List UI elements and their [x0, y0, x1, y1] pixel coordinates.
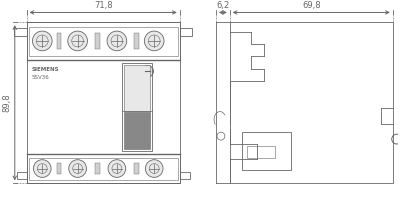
- Bar: [242, 132, 291, 169]
- Bar: [56, 163, 62, 174]
- Circle shape: [142, 65, 153, 77]
- Bar: [14, 28, 26, 36]
- Bar: [124, 112, 150, 149]
- Bar: [230, 22, 393, 183]
- Bar: [26, 154, 180, 183]
- Bar: [180, 172, 190, 179]
- Bar: [56, 33, 62, 49]
- Circle shape: [69, 160, 86, 177]
- Bar: [17, 172, 26, 179]
- Circle shape: [107, 31, 127, 51]
- Circle shape: [145, 160, 163, 177]
- Bar: [28, 158, 178, 180]
- Text: 71,8: 71,8: [94, 2, 112, 10]
- Bar: [122, 62, 152, 151]
- Bar: [95, 163, 100, 174]
- Circle shape: [108, 160, 126, 177]
- Bar: [134, 33, 139, 49]
- Bar: [26, 22, 180, 183]
- Bar: [28, 27, 178, 56]
- Text: 5SV36: 5SV36: [32, 75, 49, 80]
- Bar: [95, 33, 100, 49]
- Text: 6,2: 6,2: [216, 2, 230, 10]
- Bar: [124, 65, 150, 111]
- Text: SIEMENS: SIEMENS: [32, 67, 59, 72]
- Bar: [26, 22, 180, 59]
- Bar: [134, 163, 139, 174]
- Circle shape: [68, 31, 88, 51]
- Text: 89,8: 89,8: [3, 93, 12, 112]
- Circle shape: [34, 160, 51, 177]
- Circle shape: [144, 31, 164, 51]
- Bar: [180, 28, 192, 36]
- Text: 69,8: 69,8: [302, 2, 320, 10]
- Circle shape: [32, 31, 52, 51]
- Bar: [248, 146, 275, 158]
